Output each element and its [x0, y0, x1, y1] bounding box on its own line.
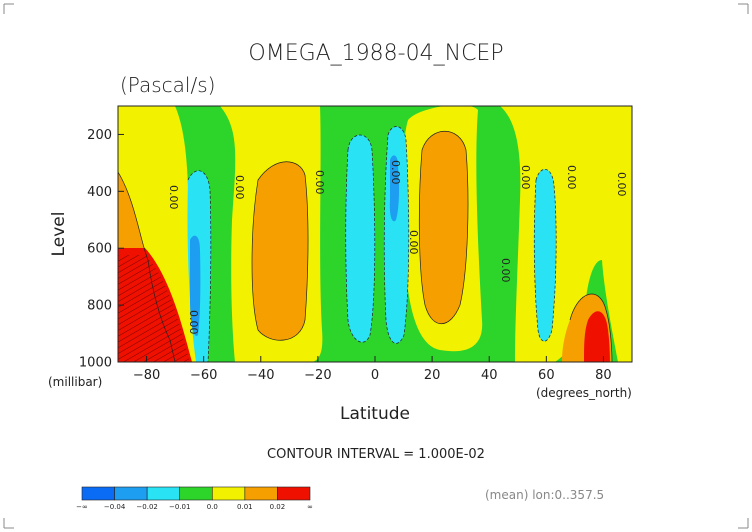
colorbar-tick-label: 0.0 — [207, 503, 218, 511]
contour-label: 0.00 — [167, 185, 180, 210]
contour-labels: 0.00 0.00 0.00 0.00 0.00 0.00 0.00 0.00 … — [167, 160, 628, 335]
x-tick-label: −80 — [133, 368, 160, 383]
x-tick-label: 40 — [481, 368, 498, 383]
x-tick-label: −40 — [247, 368, 274, 383]
colorbar-tick-label: ∞ — [307, 503, 313, 511]
contour-label: 0.00 — [519, 165, 532, 190]
colorbar-tick-label: −0.01 — [169, 503, 190, 511]
band-positive-4 — [500, 106, 632, 362]
band-negative-4 — [534, 169, 557, 342]
colorbar-swatch — [146, 486, 181, 501]
colorbar-swatch — [81, 486, 115, 501]
contour-label: 0.00 — [187, 310, 200, 335]
x-unit-label: (degrees_north) — [536, 386, 632, 400]
chart-title: OMEGA_1988-04_NCEP — [248, 41, 503, 66]
chart-subtitle: (Pascal/s) — [120, 73, 215, 97]
colorbar-tick-label: 0.02 — [270, 503, 286, 511]
contour-label: 0.00 — [407, 230, 420, 255]
negative-contours — [187, 126, 557, 362]
x-tick-label: 60 — [538, 368, 555, 383]
colorbar-tick-label: 0.01 — [237, 503, 253, 511]
positive-contours — [118, 130, 613, 362]
band-negative-2 — [345, 135, 375, 343]
colorbar-swatch — [277, 486, 311, 501]
y-tick-label: 600 — [87, 242, 112, 257]
band-strong-negative-1 — [190, 235, 201, 336]
x-tick-label: 20 — [424, 368, 441, 383]
colorbar-tick-label: −0.04 — [104, 503, 126, 511]
colorbar-tick-label: −0.02 — [136, 503, 157, 511]
colorbar-legend: −∞ −0.04 −0.02 −0.01 0.0 0.01 0.02 ∞ — [76, 486, 313, 511]
x-axis-label: Latitude — [340, 404, 410, 424]
x-tick-label: −20 — [304, 368, 331, 383]
colorbar-tick-label: −∞ — [76, 503, 88, 511]
x-axis: −80 −60 −40 −20 0 20 40 60 80 — [133, 356, 612, 383]
y-tick-label: 800 — [87, 299, 112, 314]
contour-label: 0.00 — [389, 160, 402, 185]
colorbar-swatch — [211, 486, 246, 501]
x-tick-label: 80 — [595, 368, 612, 383]
y-tick-label: 400 — [87, 185, 112, 200]
x-tick-label: −60 — [190, 368, 217, 383]
band-strong-negative-2 — [389, 155, 400, 222]
colorbar-swatch — [114, 486, 148, 501]
y-axis: 200 400 600 800 1000 — [79, 128, 124, 371]
colorbar-swatch — [244, 486, 278, 501]
y-tick-label: 1000 — [79, 356, 112, 371]
y-axis-label: Level — [49, 212, 69, 257]
contour-label: 0.00 — [233, 175, 246, 200]
x-tick-label: 0 — [371, 368, 379, 383]
band-strong-2 — [584, 311, 610, 362]
band-moderate-2 — [252, 161, 309, 341]
mean-note: (mean) lon:0..357.5 — [485, 488, 604, 502]
corner-marks — [3, 3, 749, 529]
contour-plot-area — [118, 106, 632, 362]
contour-label: 0.00 — [499, 258, 512, 283]
contour-interval: CONTOUR INTERVAL = 1.000E-02 — [267, 447, 485, 462]
contour-label: 0.00 — [565, 165, 578, 190]
y-unit-label: (millibar) — [48, 375, 102, 389]
contour-label: 0.00 — [615, 172, 628, 197]
band-moderate-3 — [419, 131, 468, 324]
contour-label: 0.00 — [313, 170, 326, 195]
band-strong-1-hatch — [118, 255, 190, 362]
colorbar-swatch — [179, 486, 213, 501]
y-tick-label: 200 — [87, 128, 112, 143]
